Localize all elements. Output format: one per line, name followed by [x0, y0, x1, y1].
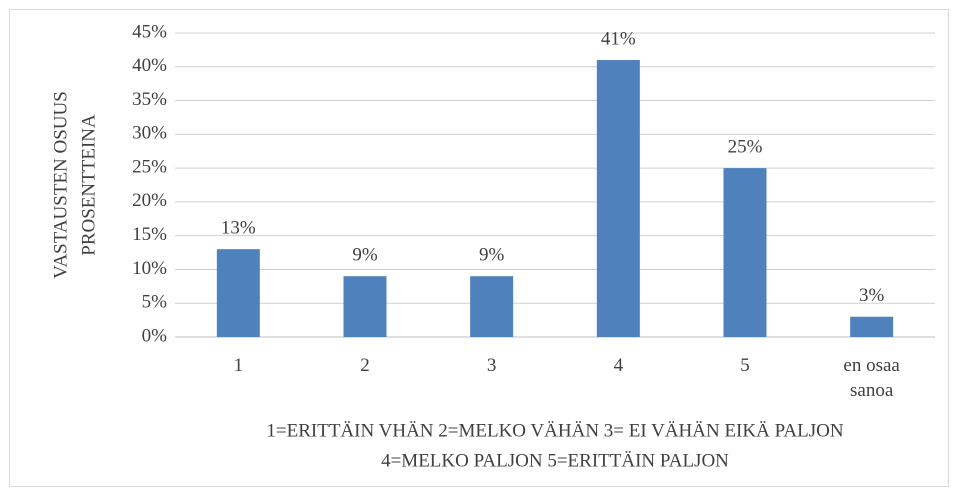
y-tick-label: 10% — [132, 258, 167, 279]
chart-frame — [9, 9, 949, 487]
x-tick-label: en osaa sanoa — [843, 355, 900, 401]
y-axis-label: PROSENTTEINA — [78, 114, 99, 256]
y-tick-label: 25% — [132, 156, 167, 177]
bar — [596, 60, 640, 338]
y-tick-label: 45% — [132, 21, 167, 42]
bar — [216, 249, 260, 337]
x-tick-label: 3 — [486, 355, 497, 376]
x-tick-label: 4 — [613, 355, 624, 376]
data-label: 13% — [221, 218, 256, 239]
y-tick-label: 40% — [132, 55, 167, 76]
y-tick-label: 20% — [132, 190, 167, 211]
y-tick-label: 35% — [132, 89, 167, 110]
data-label: 25% — [728, 136, 763, 157]
y-tick-label: 15% — [132, 224, 167, 245]
y-axis-label: VASTAUSTEN OSUUS — [50, 91, 71, 279]
x-axis-label: 4=MELKO PALJON 5=ERITTÄIN PALJON — [381, 450, 729, 471]
x-tick-label: 1 — [233, 355, 244, 376]
data-label: 9% — [352, 245, 378, 266]
y-tick-label: 30% — [132, 123, 167, 144]
y-tick-label: 5% — [142, 292, 168, 313]
x-tick-label: 5 — [740, 355, 750, 376]
bar — [723, 168, 767, 337]
data-label: 41% — [601, 28, 636, 49]
x-axis-label: 1=ERITTÄIN VHÄN 2=MELKO VÄHÄN 3= EI VÄHÄ… — [266, 420, 843, 441]
y-tick-label: 0% — [142, 325, 168, 346]
data-label: 3% — [859, 285, 885, 306]
bar — [470, 276, 514, 337]
x-tick-label: 2 — [360, 355, 370, 376]
bar — [850, 316, 894, 337]
data-label: 9% — [479, 245, 505, 266]
bar — [343, 276, 387, 337]
